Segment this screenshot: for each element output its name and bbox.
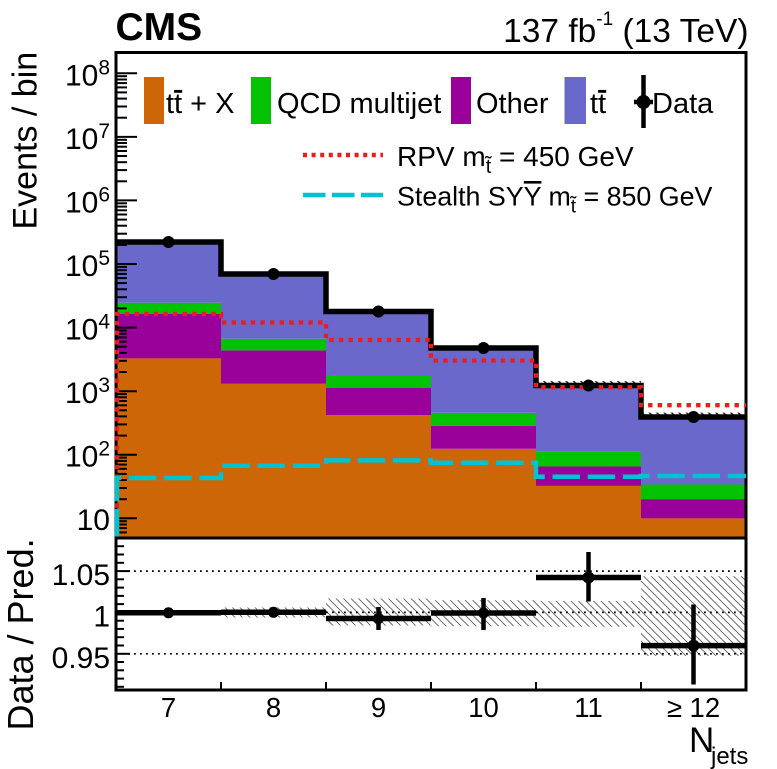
svg-text:10: 10 (468, 692, 499, 723)
svg-text:Data: Data (652, 88, 714, 120)
svg-text:10: 10 (77, 504, 110, 537)
svg-text:105: 105 (65, 247, 110, 283)
svg-text:jets: jets (710, 743, 748, 769)
svg-text:1: 1 (93, 600, 110, 633)
svg-text:9: 9 (371, 692, 386, 723)
svg-text:Other: Other (476, 88, 549, 120)
svg-text:11: 11 (574, 692, 603, 723)
svg-text:tt: tt (590, 88, 606, 120)
svg-text:QCD multijet: QCD multijet (277, 88, 441, 120)
svg-text:0.95: 0.95 (52, 642, 110, 675)
svg-text:N: N (689, 721, 714, 760)
svg-text:Events / bin: Events / bin (7, 52, 45, 230)
svg-text:≥ 12: ≥ 12 (667, 692, 720, 723)
svg-text:8: 8 (266, 692, 281, 723)
svg-text:1.05: 1.05 (52, 559, 110, 592)
svg-text:Data / Pred.: Data / Pred. (0, 538, 41, 730)
svg-text:137 fb-1 (13 TeV): 137 fb-1 (13 TeV) (503, 9, 748, 50)
svg-text:RPV mt̃ = 450 GeV: RPV mt̃ = 450 GeV (397, 141, 634, 178)
svg-text:7: 7 (161, 692, 176, 723)
svg-text:104: 104 (65, 311, 110, 347)
svg-text:CMS: CMS (116, 6, 203, 49)
svg-text:tt + X: tt + X (166, 88, 235, 120)
